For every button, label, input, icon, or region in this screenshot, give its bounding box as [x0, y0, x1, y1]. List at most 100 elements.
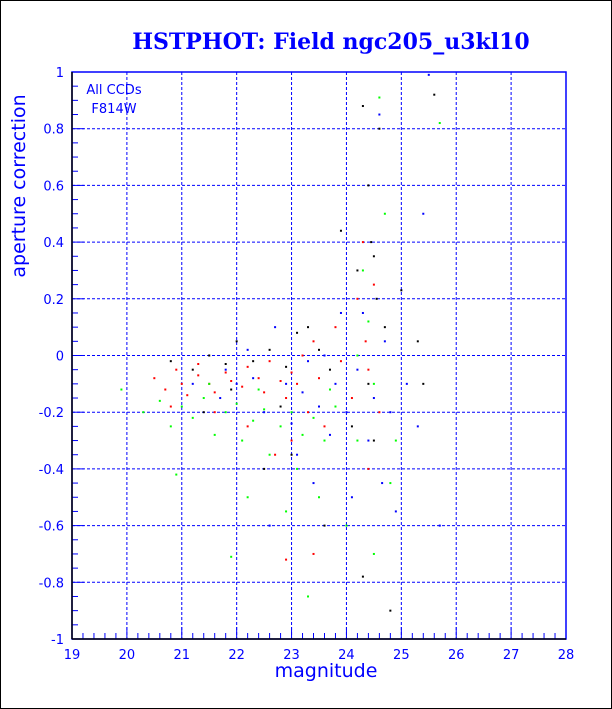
data-point-black [367, 184, 370, 187]
data-point-green [312, 416, 315, 419]
data-point-green [268, 453, 271, 456]
data-point-blue [389, 411, 392, 414]
x-tick-label: 24 [338, 648, 355, 663]
data-point-green [356, 354, 359, 357]
data-point-blue [290, 422, 293, 425]
data-point-blue [219, 397, 222, 400]
data-point-green [323, 439, 326, 442]
data-point-black [367, 382, 370, 385]
data-point-black [224, 363, 227, 366]
data-point-black [400, 289, 403, 292]
data-point-blue [263, 411, 266, 414]
data-point-black [318, 348, 320, 351]
data-point-red [312, 340, 315, 343]
data-point-green [318, 496, 320, 499]
data-point-green [378, 96, 381, 99]
data-point-green [263, 408, 266, 411]
data-point-black [169, 360, 172, 363]
y-tick-label: -0.6 [39, 520, 64, 535]
data-point-blue [438, 524, 441, 527]
data-point-black [356, 269, 359, 272]
data-point-black [416, 340, 419, 343]
data-point-red [213, 391, 216, 394]
data-point-black [339, 229, 342, 232]
data-point-black [230, 388, 233, 391]
x-tick-label: 21 [174, 648, 191, 663]
data-point-blue [307, 360, 310, 363]
data-point-green [345, 524, 348, 527]
data-point-red [323, 425, 326, 428]
data-point-red [246, 365, 249, 368]
data-point-black [389, 609, 392, 612]
data-point-black [285, 365, 288, 368]
data-point-red [169, 405, 172, 408]
data-point-blue [367, 439, 370, 442]
data-point-blue [422, 212, 425, 215]
data-point-red [180, 382, 183, 385]
data-point-black [235, 340, 238, 343]
y-tick-label: -0.8 [39, 576, 64, 591]
x-tick-label: 22 [228, 648, 245, 663]
data-point-blue [394, 510, 397, 513]
data-point-green [142, 411, 145, 414]
data-point-red [263, 391, 266, 394]
data-point-green [307, 595, 310, 598]
data-point-red [312, 552, 315, 555]
data-point-red [334, 326, 337, 329]
data-point-black [422, 382, 425, 385]
data-point-blue [246, 348, 249, 351]
data-point-blue [405, 382, 408, 385]
data-point-black [208, 354, 211, 357]
data-point-black [370, 241, 373, 244]
data-point-green [208, 382, 211, 385]
data-point-green [285, 510, 288, 513]
data-point-green [191, 416, 194, 419]
data-point-blue [318, 405, 320, 408]
data-point-red [224, 371, 227, 374]
data-point-black [433, 93, 436, 96]
data-point-blue [334, 382, 337, 385]
data-point-red [339, 360, 342, 363]
data-point-red [197, 363, 200, 366]
data-point-red [274, 453, 277, 456]
data-point-black [372, 439, 375, 442]
data-point-green [257, 388, 260, 391]
data-point-green [438, 122, 441, 125]
data-point-blue [345, 411, 348, 414]
annotation-ccds: All CCDs [86, 83, 141, 98]
y-tick-label: 1 [56, 66, 64, 81]
data-point-black [252, 360, 255, 363]
data-point-red [378, 411, 381, 414]
data-point-blue [361, 311, 364, 314]
data-point-black [361, 105, 364, 108]
data-point-black [307, 326, 310, 329]
data-point-green [175, 473, 178, 476]
y-tick-label: -0.4 [39, 463, 64, 478]
data-point-green [296, 467, 299, 470]
data-point-green [120, 388, 123, 391]
y-tick-label: -0.2 [39, 406, 64, 421]
data-point-black [279, 405, 282, 408]
chart-title: HSTPHOT: Field ngc205_u3kl10 [132, 29, 530, 55]
y-tick-label: 0 [56, 350, 64, 365]
data-point-green [367, 320, 370, 323]
data-point-blue [372, 397, 375, 400]
data-point-red [153, 377, 156, 380]
data-point-blue [416, 425, 419, 428]
data-point-blue [350, 496, 353, 499]
data-point-blue [328, 433, 331, 436]
data-point-black [361, 575, 364, 578]
data-point-black [372, 255, 375, 258]
data-point-green [230, 555, 233, 558]
data-point-blue [191, 382, 194, 385]
data-point-green [290, 411, 293, 414]
data-point-red [164, 388, 167, 391]
data-point-green [235, 402, 238, 405]
data-point-green [356, 439, 359, 442]
data-point-black [296, 331, 299, 334]
data-point-red [175, 368, 178, 371]
data-point-red [356, 297, 359, 300]
data-point-green [241, 439, 244, 442]
data-point-green [328, 388, 331, 391]
